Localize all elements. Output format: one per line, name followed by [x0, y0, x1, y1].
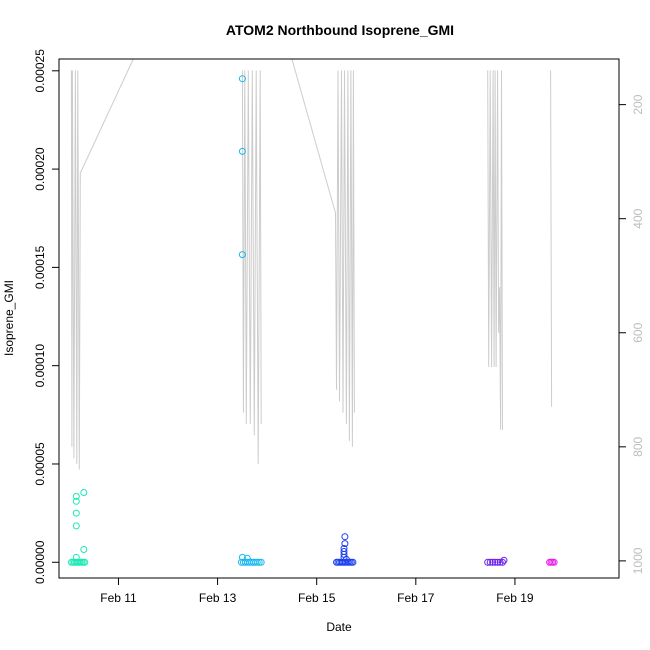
x-axis: Feb 11 Feb 13 Feb 15 Feb 17 Feb 19: [100, 578, 534, 605]
chart-title: ATOM2 Northbound Isoprene_GMI: [226, 22, 454, 38]
data-point-series-0: [72, 492, 80, 500]
y2-tick-label: 600: [631, 322, 645, 342]
y-axis: 0.00000 0.00005 0.00010 0.00015 0.00020 0.000…: [33, 49, 59, 584]
data-point-series-0: [72, 522, 80, 530]
data-point-series-1: [238, 75, 246, 83]
pressure-segment-5: [487, 70, 503, 430]
data-point-series-2: [341, 533, 349, 541]
plot-frame: [58, 58, 620, 579]
data-point-series-1: [255, 558, 263, 566]
data-point-series-0: [80, 489, 88, 496]
y-tick-label: 0.00005: [33, 442, 47, 486]
data-point-series-2: [349, 558, 357, 566]
data-point-series-4: [550, 558, 558, 566]
data-point-series-1: [253, 558, 261, 566]
data-points: [67, 75, 558, 566]
pressure-segment-1: [79, 59, 134, 174]
y-axis-label: Isoprene_GMI: [2, 280, 16, 356]
y-tick-label: 0.00015: [33, 245, 47, 289]
x-tick-label: Feb 13: [199, 591, 237, 605]
y-tick-label: 0.00020: [33, 147, 47, 191]
data-point-series-3: [484, 558, 492, 566]
data-point-series-1: [257, 558, 265, 566]
x-axis-label: Date: [326, 620, 352, 634]
x-tick-label: Feb 11: [100, 591, 137, 605]
y2-tick-label: 400: [631, 208, 645, 228]
y-tick-label: 0.00000: [33, 540, 47, 584]
data-point-series-3: [496, 558, 504, 566]
data-point-series-0: [72, 497, 80, 505]
right-pressure-axis: 200 400 600 800 1000: [619, 94, 645, 574]
x-tick-label: Feb 17: [397, 591, 435, 605]
data-point-series-0: [72, 509, 80, 517]
y2-tick-label: 200: [631, 94, 645, 114]
y2-tick-label: 800: [631, 436, 645, 456]
data-point-series-3: [500, 556, 508, 564]
data-point-series-1: [238, 147, 246, 155]
data-point-series-3: [486, 558, 494, 566]
data-point-series-3: [491, 558, 499, 566]
pressure-segment-3: [291, 59, 336, 214]
x-tick-label: Feb 19: [496, 591, 534, 605]
x-tick-label: Feb 15: [298, 591, 336, 605]
y-tick-label: 0.00025: [33, 49, 47, 93]
data-point-series-3: [489, 558, 497, 566]
data-point-series-3: [494, 558, 502, 566]
data-point-series-1: [238, 251, 246, 259]
pressure-segment-4: [335, 70, 355, 447]
data-point-series-1: [243, 554, 251, 562]
data-point-series-2: [341, 540, 349, 548]
pressure-segment-0: [70, 70, 81, 470]
data-point-series-3: [499, 558, 506, 566]
y2-tick-label: 1000: [631, 547, 645, 574]
data-point-series-0: [80, 546, 88, 553]
pressure-segment-2: [241, 70, 262, 464]
pressure-trace: [70, 59, 553, 470]
data-point-series-0: [81, 558, 89, 566]
y-tick-label: 0.00010: [33, 344, 47, 388]
pressure-segment-6: [550, 70, 553, 407]
